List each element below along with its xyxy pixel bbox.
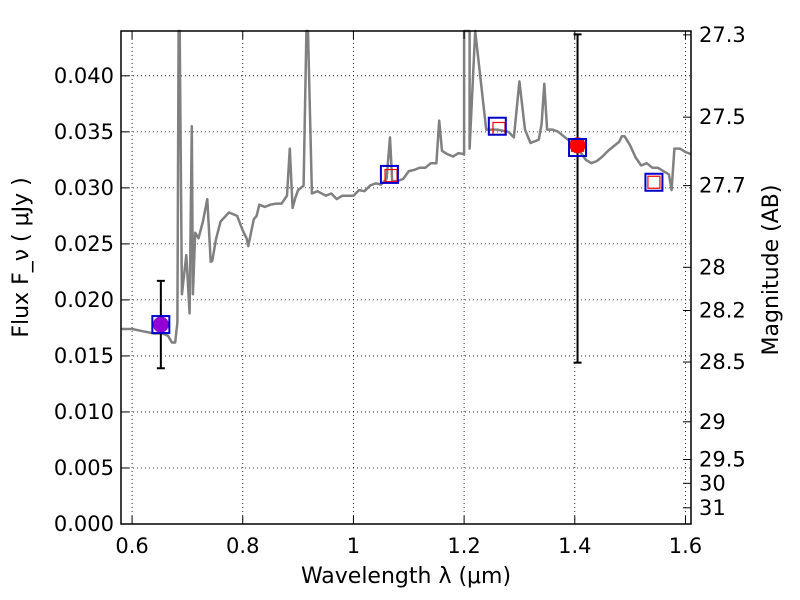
right-tick-label-8: 30 — [699, 471, 726, 495]
tick-layer: 0.6 0.8 1 1.2 1.4 1.6 0.000 0.005 0.010 0.015 0.02… — [54, 23, 746, 558]
spectrum-line — [121, 29, 692, 344]
model-blue-square-1 — [379, 164, 399, 184]
spectrum-layer — [121, 29, 692, 344]
y-tick-label-7: 0.035 — [54, 120, 114, 144]
photometry-point-0 — [152, 316, 169, 333]
y-tick-label-2: 0.010 — [54, 400, 114, 424]
right-tick-label-1: 27.5 — [699, 105, 746, 129]
right-tick-label-6: 29 — [699, 410, 726, 434]
y-tick-label-3: 0.015 — [54, 344, 114, 368]
model-blue-square-2 — [487, 116, 507, 136]
y-tick-label-6: 0.030 — [54, 176, 114, 200]
model-red-square-3 — [647, 175, 661, 189]
right-tick-label-2: 27.7 — [699, 174, 746, 198]
marker-layer — [151, 116, 664, 335]
grid-lines — [121, 31, 691, 525]
right-tick-label-0: 27.3 — [699, 23, 746, 47]
y-axis-right-label: Magnitude (AB) — [759, 185, 784, 356]
right-tick-label-4: 28.2 — [699, 298, 746, 322]
x-tick-label-3: 1.2 — [447, 534, 480, 558]
right-tick-label-3: 28 — [699, 255, 726, 279]
x-tick-label-4: 1.4 — [558, 534, 591, 558]
y-tick-label-4: 0.020 — [54, 288, 114, 312]
x-axis-label: Wavelength λ (μm) — [301, 564, 511, 589]
model-blue-square-0 — [151, 315, 171, 335]
y-axis-label: Flux F_ν ( μJy ) — [9, 177, 34, 337]
model-blue-square-3 — [568, 138, 588, 158]
y-tick-label-5: 0.025 — [54, 232, 114, 256]
x-tick-label-5: 1.6 — [669, 534, 702, 558]
model-blue-square-4 — [644, 172, 664, 192]
right-tick-label-9: 31 — [699, 496, 726, 520]
x-tick-label-0: 0.6 — [115, 534, 148, 558]
y-tick-label-1: 0.005 — [54, 456, 114, 480]
y-tick-label-0: 0.000 — [54, 512, 114, 536]
right-tick-label-7: 29.5 — [699, 448, 746, 472]
x-tick-label-1: 0.8 — [226, 534, 259, 558]
plot-frame — [120, 30, 692, 525]
x-tick-label-2: 1 — [347, 534, 360, 558]
right-tick-label-5: 28.5 — [699, 350, 746, 374]
photometry-point-1 — [569, 137, 586, 154]
y-tick-label-8: 0.040 — [54, 64, 114, 88]
